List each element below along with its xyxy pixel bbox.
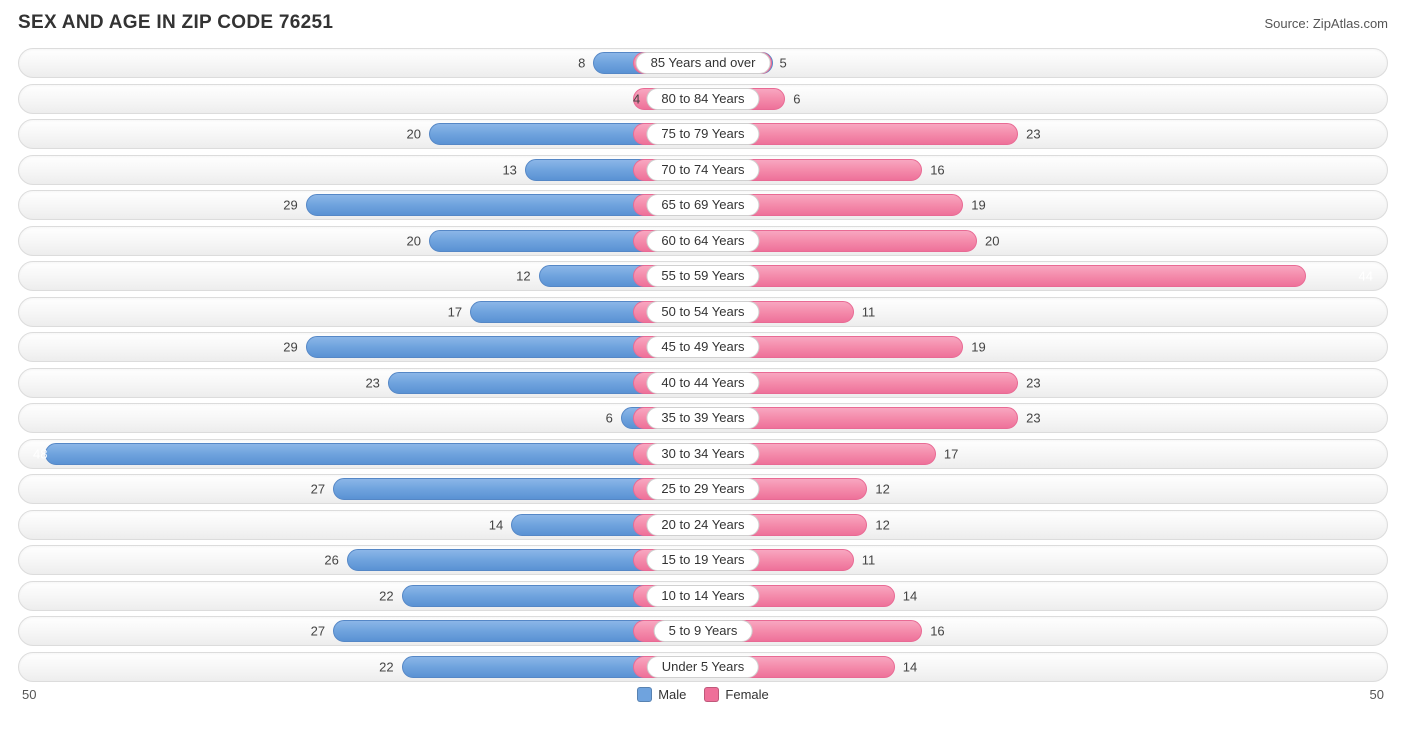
age-row: 30 to 34 Years 48 17 (18, 439, 1388, 469)
value-label-female: 11 (862, 553, 876, 568)
value-label-female: 23 (1026, 411, 1040, 426)
value-label-male: 23 (365, 375, 379, 390)
age-category-label: 10 to 14 Years (646, 585, 759, 607)
value-label-male: 8 (578, 56, 585, 71)
age-category-label: 70 to 74 Years (646, 159, 759, 181)
age-category-label: 45 to 49 Years (646, 336, 759, 358)
value-label-female: 19 (971, 340, 985, 355)
age-category-label: 85 Years and over (636, 52, 771, 74)
value-label-male: 6 (606, 411, 613, 426)
value-label-female: 16 (930, 162, 944, 177)
legend-item-female: Female (704, 687, 768, 702)
value-label-male: 13 (502, 162, 516, 177)
value-label-female: 11 (862, 304, 876, 319)
value-label-female: 17 (944, 446, 958, 461)
value-label-male: 22 (379, 659, 393, 674)
value-label-female: 14 (903, 659, 917, 674)
value-label-male: 27 (311, 624, 325, 639)
chart-area: 85 Years and over 8 5 80 to 84 Years 4 6 75 to… (18, 48, 1388, 682)
legend-swatch-male (637, 687, 652, 702)
value-label-female: 20 (985, 233, 999, 248)
age-row: 40 to 44 Years 23 23 (18, 368, 1388, 398)
chart-title: SEX AND AGE IN ZIP CODE 76251 (18, 12, 333, 34)
legend-item-male: Male (637, 687, 686, 702)
age-category-label: 5 to 9 Years (654, 620, 753, 642)
age-row: 5 to 9 Years 27 16 (18, 616, 1388, 646)
age-category-label: 30 to 34 Years (646, 443, 759, 465)
age-row: 25 to 29 Years 27 12 (18, 474, 1388, 504)
age-category-label: 60 to 64 Years (646, 230, 759, 252)
age-row: 60 to 64 Years 20 20 (18, 226, 1388, 256)
age-category-label: 20 to 24 Years (646, 514, 759, 536)
value-label-male: 14 (489, 517, 503, 532)
value-label-female: 14 (903, 588, 917, 603)
legend: Male Female (637, 687, 769, 702)
legend-label-male: Male (658, 687, 686, 702)
value-label-female: 6 (793, 91, 800, 106)
legend-label-female: Female (725, 687, 768, 702)
value-label-male: 20 (407, 127, 421, 142)
age-category-label: 50 to 54 Years (646, 301, 759, 323)
chart-source: Source: ZipAtlas.com (1264, 16, 1388, 31)
value-label-male: 48 (19, 446, 57, 461)
value-label-female: 12 (875, 517, 889, 532)
value-label-male: 27 (311, 482, 325, 497)
value-label-female: 16 (930, 624, 944, 639)
value-label-male: 29 (283, 340, 297, 355)
age-row: 35 to 39 Years 6 23 (18, 403, 1388, 433)
age-row: 70 to 74 Years 13 16 (18, 155, 1388, 185)
age-row: 85 Years and over 8 5 (18, 48, 1388, 78)
value-label-female: 23 (1026, 127, 1040, 142)
value-label-male: 12 (516, 269, 530, 284)
value-label-male: 4 (633, 91, 640, 106)
age-row: Under 5 Years 22 14 (18, 652, 1388, 682)
age-category-label: 75 to 79 Years (646, 123, 759, 145)
value-label-male: 26 (324, 553, 338, 568)
value-label-male: 17 (448, 304, 462, 319)
age-category-label: 25 to 29 Years (646, 478, 759, 500)
age-category-label: Under 5 Years (647, 656, 759, 678)
age-category-label: 65 to 69 Years (646, 194, 759, 216)
chart-header: SEX AND AGE IN ZIP CODE 76251 Source: Zi… (18, 12, 1388, 34)
value-label-female: 19 (971, 198, 985, 213)
value-label-male: 22 (379, 588, 393, 603)
value-label-female: 5 (780, 56, 787, 71)
legend-swatch-female (704, 687, 719, 702)
age-category-label: 35 to 39 Years (646, 407, 759, 429)
age-category-label: 40 to 44 Years (646, 372, 759, 394)
value-label-female: 23 (1026, 375, 1040, 390)
age-row: 65 to 69 Years 29 19 (18, 190, 1388, 220)
age-row: 20 to 24 Years 14 12 (18, 510, 1388, 540)
age-row: 45 to 49 Years 29 19 (18, 332, 1388, 362)
age-row: 15 to 19 Years 26 11 (18, 545, 1388, 575)
value-label-female: 44 (1349, 269, 1387, 284)
age-row: 50 to 54 Years 17 11 (18, 297, 1388, 327)
axis-end-right: 50 (1370, 687, 1384, 702)
age-category-label: 80 to 84 Years (646, 88, 759, 110)
age-row: 10 to 14 Years 22 14 (18, 581, 1388, 611)
value-label-male: 29 (283, 198, 297, 213)
age-row: 55 to 59 Years 12 44 (18, 261, 1388, 291)
age-row: 80 to 84 Years 4 6 (18, 84, 1388, 114)
value-label-female: 12 (875, 482, 889, 497)
age-category-label: 15 to 19 Years (646, 549, 759, 571)
axis-end-left: 50 (22, 687, 36, 702)
age-row: 75 to 79 Years 20 23 (18, 119, 1388, 149)
value-label-male: 20 (407, 233, 421, 248)
chart-footer: 50 Male Female 50 (18, 687, 1388, 702)
age-category-label: 55 to 59 Years (646, 265, 759, 287)
